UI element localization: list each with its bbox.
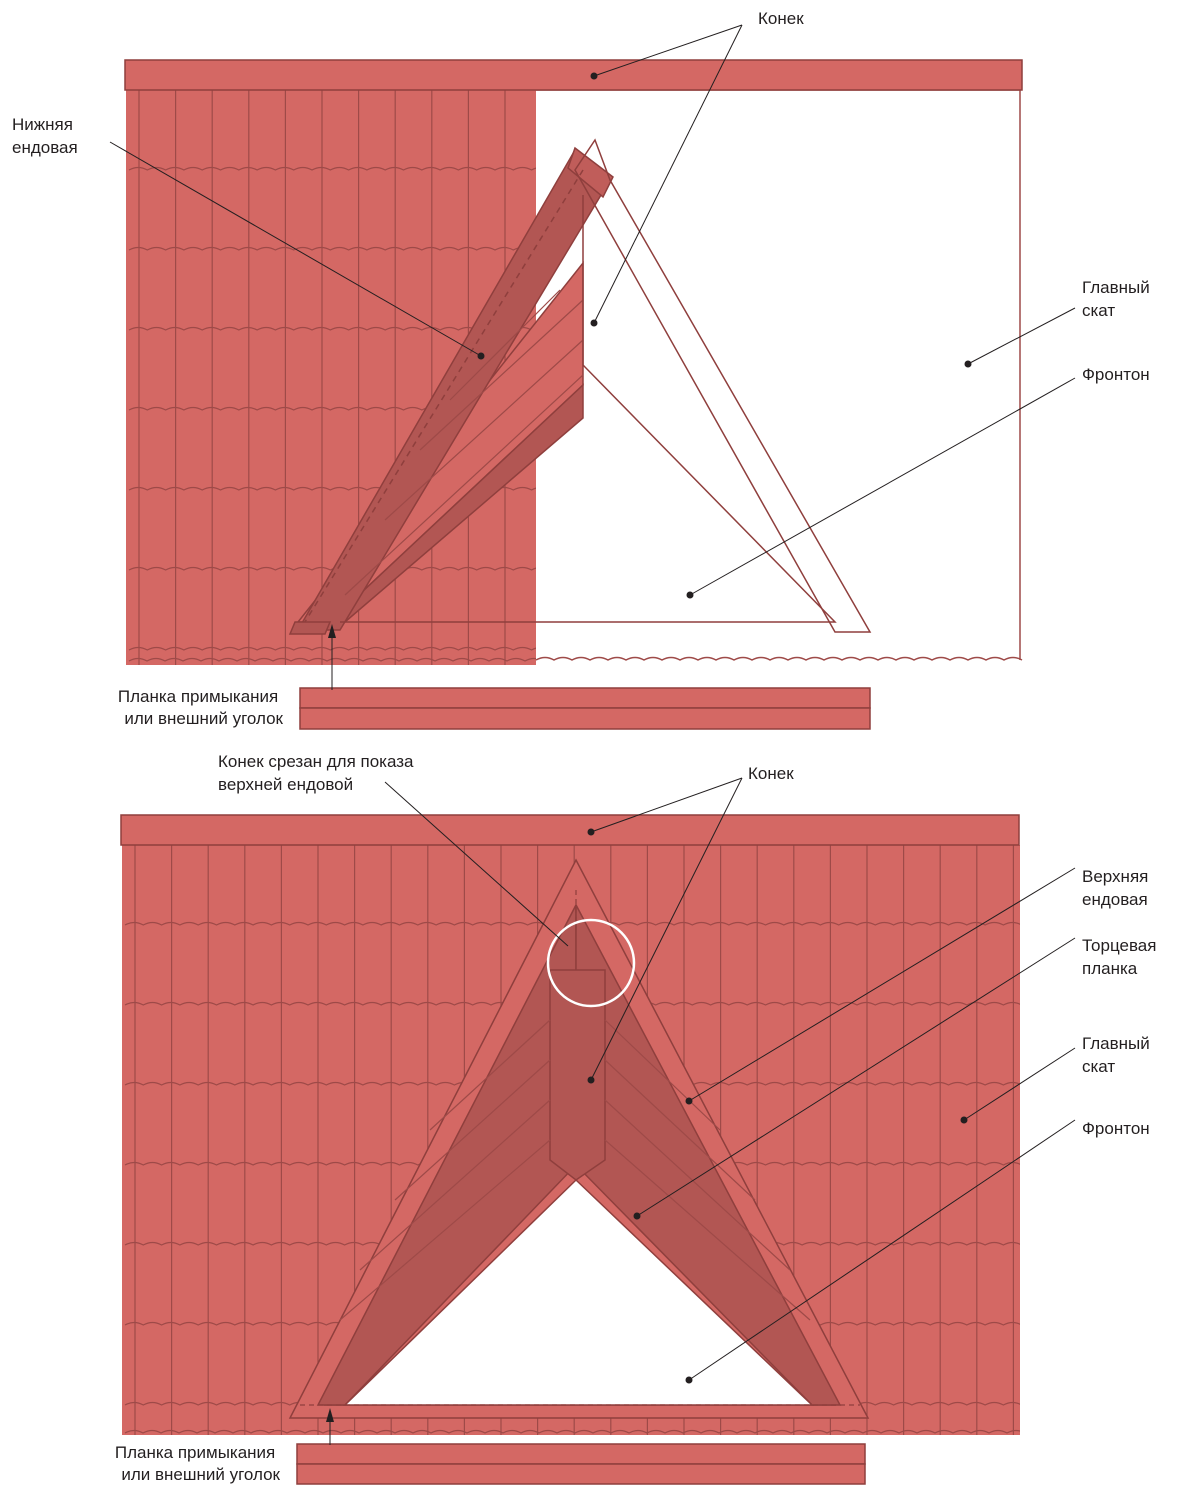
slope-course — [449, 289, 561, 401]
slope-course — [604, 1019, 721, 1131]
bottom-upper-valley-label: Верхняя ендовая — [1082, 867, 1153, 909]
slope-course — [429, 1019, 551, 1131]
bottom-ridge-cut-label: Конек срезан для показа верхней ендовой — [218, 752, 418, 794]
slope-course — [394, 1059, 551, 1201]
bottom-gable-label: Фронтон — [1082, 1119, 1150, 1138]
top-lower-valley-label: Нижняя ендовая — [12, 115, 78, 157]
bottom-ridge — [120, 814, 1020, 846]
top-abutment-strip — [299, 687, 871, 730]
top-diagram: Конек Нижняя ендовая Главный скат Фронто… — [12, 9, 1155, 730]
top-abutment-label: Планка примыкания или внешний уголок — [118, 687, 284, 728]
bottom-dormer — [288, 858, 870, 1419]
slope-course — [604, 1059, 756, 1201]
top-eave-wave — [535, 656, 1023, 661]
top-leaders — [109, 24, 1076, 690]
bottom-leaders — [326, 777, 1076, 1445]
bottom-valley-center — [549, 969, 606, 1181]
bottom-end-strip-label: Торцевая планка — [1082, 936, 1161, 978]
bottom-ridge-label: Конек — [748, 764, 794, 783]
slope-course — [604, 1099, 791, 1271]
bottom-gable — [343, 1178, 814, 1406]
top-abutment-corner — [288, 621, 332, 635]
top-ridge-cap — [567, 146, 614, 199]
slope-course — [419, 299, 584, 451]
bottom-diagram: Конек срезан для показа верхней ендовой … — [115, 752, 1161, 1485]
top-ridge — [124, 59, 1023, 91]
slope-course — [359, 1099, 551, 1271]
bottom-main-slope-label: Главный скат — [1082, 1034, 1155, 1076]
top-ridge-label: Конек — [758, 9, 804, 28]
top-gable-outline — [340, 195, 837, 623]
slope-course — [604, 1139, 811, 1321]
bottom-abutment-strip — [296, 1443, 866, 1485]
slope-course — [384, 339, 584, 521]
top-gable-label: Фронтон — [1082, 365, 1150, 384]
tile-row — [128, 166, 536, 171]
top-main-slope-label: Главный скат — [1082, 278, 1155, 320]
bottom-abutment-label: Планка примыкания или внешний уголок — [115, 1443, 281, 1484]
top-end-board — [574, 138, 872, 633]
tile-eave — [128, 657, 536, 662]
tile-eave — [124, 1429, 1020, 1434]
slope-course — [339, 1139, 551, 1321]
top-dormer — [288, 138, 872, 635]
tile-row — [128, 246, 536, 251]
top-valley-dashed — [299, 169, 584, 631]
tile-row — [128, 646, 536, 651]
ridge-cut-highlight-circle — [546, 918, 636, 1008]
slope-course — [344, 374, 584, 596]
